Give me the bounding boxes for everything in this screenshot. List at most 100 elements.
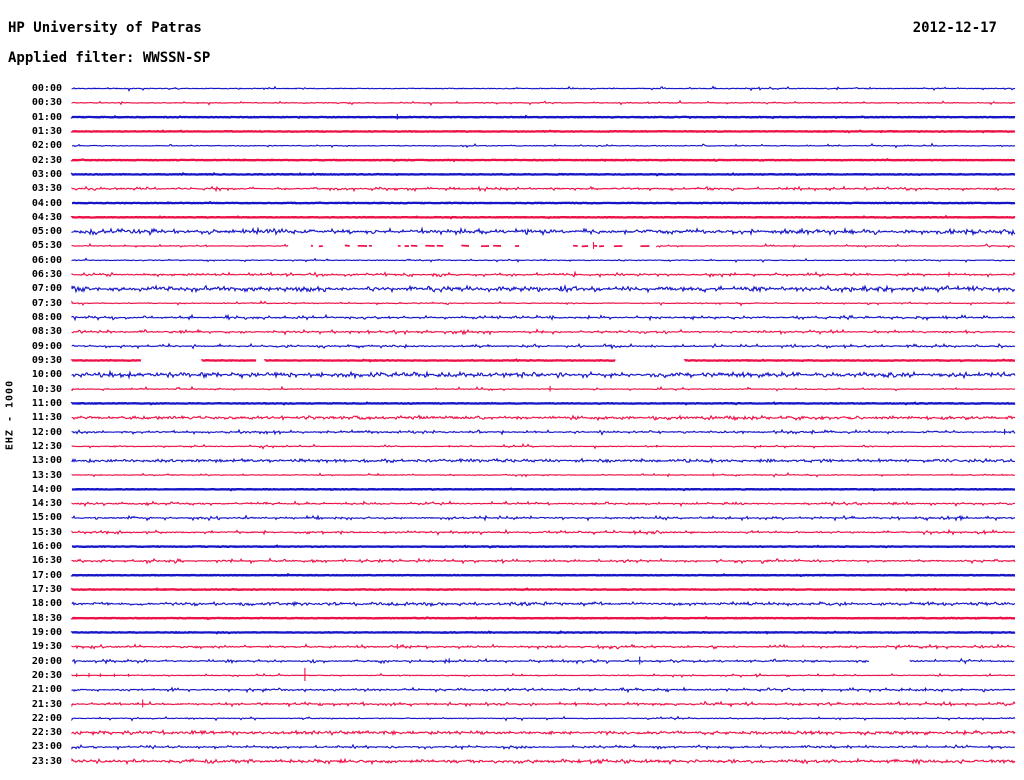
trace-row [70, 129, 1016, 134]
time-label: 01:00 [31, 111, 62, 123]
time-label: 19:30 [31, 641, 62, 653]
trace-row [71, 500, 1016, 508]
time-label: 07:00 [31, 283, 62, 295]
trace-row [71, 99, 1016, 106]
time-label: 09:30 [31, 354, 62, 366]
trace-line [71, 342, 1016, 350]
time-label: 10:30 [31, 383, 62, 395]
trace-row [71, 699, 1016, 708]
trace-row [71, 185, 1016, 193]
trace-row [71, 715, 1016, 722]
trace-line [71, 657, 1015, 665]
trace-line [70, 129, 1016, 134]
time-label: 18:30 [31, 612, 62, 624]
trace-row [71, 369, 1016, 380]
time-label: 19:00 [31, 626, 62, 638]
time-label: 08:00 [31, 312, 62, 324]
time-label: 02:00 [31, 140, 62, 152]
trace-line [71, 500, 1016, 508]
trace-line [71, 99, 1016, 106]
trace-line [71, 185, 1016, 193]
time-label: 09:00 [31, 340, 62, 352]
trace-row [71, 428, 1016, 436]
trace-row [71, 686, 1016, 694]
time-label: 00:00 [31, 83, 62, 94]
time-label: 14:30 [31, 498, 62, 510]
time-label: 04:00 [31, 197, 62, 209]
trace-row [71, 729, 1016, 737]
time-label: 23:00 [31, 741, 62, 753]
applied-filter-label: Applied filter: WWSSN-SP [8, 50, 211, 66]
time-label: 05:30 [31, 240, 62, 252]
trace-row [71, 667, 1016, 681]
time-label: 22:30 [31, 727, 62, 739]
trace-row [71, 283, 1016, 294]
trace-line [71, 313, 1016, 322]
time-label: 13:00 [31, 455, 62, 467]
time-label: 18:00 [31, 598, 62, 610]
trace-row [71, 270, 1016, 278]
time-label: 08:30 [31, 326, 62, 338]
time-label: 11:30 [31, 412, 62, 424]
event-spike [76, 667, 306, 681]
time-label: 16:00 [31, 541, 62, 553]
trace-row [70, 172, 1016, 177]
time-label: 00:30 [31, 97, 62, 109]
station-title: HP University of Patras [8, 20, 202, 36]
trace-line [70, 358, 1016, 363]
trace-row [71, 300, 1016, 307]
trace-row [70, 158, 1016, 163]
trace-row [70, 215, 1016, 220]
trace-row [71, 557, 1016, 565]
trace-row [71, 514, 1016, 522]
trace-row [71, 656, 1015, 665]
trace-line [71, 528, 1016, 536]
trace-row [70, 401, 1016, 406]
trace-line [70, 630, 1016, 635]
trace-row [70, 572, 1016, 578]
trace-line [71, 672, 1016, 679]
trace-line [71, 557, 1016, 565]
time-label: 17:00 [31, 569, 62, 581]
trace-line [70, 114, 1016, 120]
trace-line [72, 142, 1016, 149]
time-label: 21:30 [31, 698, 62, 710]
trace-row [71, 443, 1016, 450]
time-label: 21:00 [31, 684, 62, 696]
trace-line [71, 385, 1016, 392]
trace-line [71, 443, 1016, 450]
time-label: 06:30 [31, 269, 62, 281]
trace-line [70, 587, 1016, 592]
time-label: 05:00 [31, 226, 62, 238]
time-label: 07:30 [31, 297, 62, 309]
trace-line [71, 300, 1016, 307]
trace-row [71, 414, 1016, 422]
trace-line [71, 686, 1016, 694]
trace-row [71, 328, 1016, 336]
trace-line [70, 616, 1015, 621]
trace-dropout-dashes [310, 244, 650, 248]
trace-row [71, 242, 1015, 249]
time-label: 16:30 [31, 555, 62, 567]
time-label: 15:00 [31, 512, 62, 524]
trace-row [71, 643, 1016, 651]
time-label: 11:00 [31, 397, 62, 409]
date-label: 2012-12-17 [912, 20, 997, 36]
trace-line [71, 257, 1016, 263]
trace-line [71, 743, 1016, 751]
trace-line [71, 283, 1016, 294]
time-label: 22:00 [31, 712, 62, 724]
trace-row [70, 587, 1016, 592]
trace-line [71, 643, 1016, 651]
trace-line [71, 414, 1016, 422]
trace-line [70, 172, 1016, 177]
trace-line [70, 401, 1016, 406]
time-label: 20:00 [31, 655, 62, 667]
trace-line [71, 457, 1016, 465]
trace-line [71, 242, 1015, 249]
time-label: 20:30 [31, 669, 62, 681]
time-label: 03:30 [31, 183, 62, 195]
event-spike [901, 687, 926, 692]
trace-line [71, 226, 1016, 237]
